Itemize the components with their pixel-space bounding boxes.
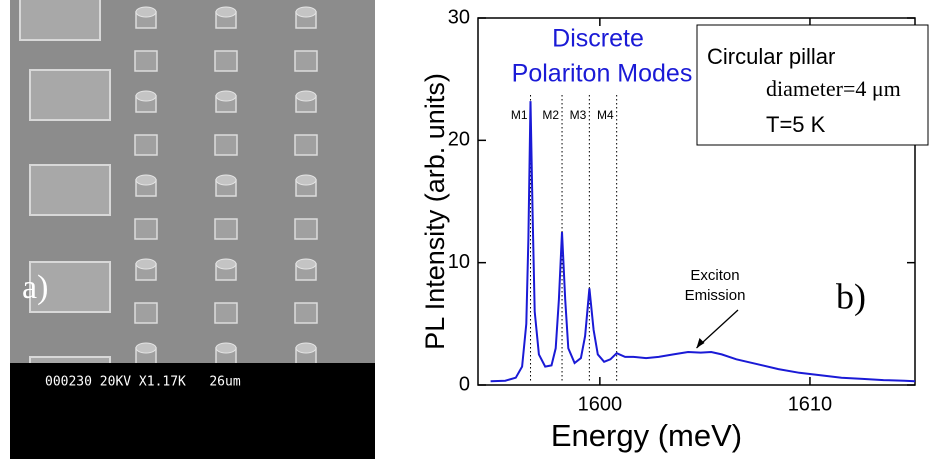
- small-pillar-top: [215, 258, 237, 270]
- panel-label: b): [836, 276, 866, 316]
- y-axis-label: PL Intensity (arb. units): [420, 73, 450, 350]
- small-pillar: [214, 134, 238, 156]
- small-pillar: [294, 134, 318, 156]
- spectrum-line: [490, 101, 916, 383]
- annotation-arrow: [696, 309, 739, 349]
- small-pillar: [294, 302, 318, 324]
- small-pillar-top: [135, 6, 157, 18]
- small-pillar: [294, 218, 318, 240]
- small-pillar-top: [295, 174, 317, 186]
- mode-label: M2: [542, 108, 559, 122]
- small-pillar-top: [135, 342, 157, 354]
- small-pillar-top: [135, 90, 157, 102]
- plot-frame: [477, 17, 916, 386]
- info-text: diameter=4 μm: [766, 76, 901, 101]
- small-pillar-top: [295, 90, 317, 102]
- large-pillar: [29, 164, 111, 216]
- y-tick-label: 20: [448, 129, 470, 151]
- sem-info-bar: [10, 363, 375, 459]
- small-pillar-top: [215, 174, 237, 186]
- mode-label: M3: [570, 108, 587, 122]
- small-pillar: [134, 50, 158, 72]
- chart-title: Polariton Modes: [512, 60, 693, 88]
- large-pillar: [29, 69, 111, 121]
- annotation-arrowhead: [696, 337, 705, 348]
- info-text: Circular pillar: [707, 44, 835, 69]
- y-tick-label: 10: [448, 251, 470, 273]
- small-pillar: [294, 50, 318, 72]
- small-pillar: [134, 218, 158, 240]
- y-tick-label: 30: [448, 6, 470, 28]
- mode-label: M4: [597, 108, 614, 122]
- annotation-text: Exciton: [690, 267, 739, 284]
- small-pillar-top: [215, 342, 237, 354]
- annotation-text: Emission: [685, 287, 746, 304]
- small-pillar: [214, 302, 238, 324]
- x-axis-label: Energy (meV): [551, 418, 742, 453]
- large-pillar: [19, 0, 101, 41]
- info-box: [696, 24, 929, 146]
- small-pillar-top: [135, 174, 157, 186]
- x-tick-label: 1610: [788, 393, 833, 415]
- small-pillar-top: [215, 6, 237, 18]
- small-pillar: [214, 50, 238, 72]
- large-pillar: [29, 261, 111, 313]
- x-tick-label: 1600: [578, 393, 623, 415]
- info-text: T=5 K: [766, 112, 826, 137]
- small-pillar-top: [135, 258, 157, 270]
- panel-label: a): [22, 269, 48, 306]
- small-pillar: [134, 134, 158, 156]
- small-pillar: [134, 302, 158, 324]
- small-pillar: [214, 218, 238, 240]
- sem-caption: 000230 20KV X1.17K 26um: [45, 375, 241, 390]
- small-pillar-top: [295, 6, 317, 18]
- small-pillar-top: [215, 90, 237, 102]
- small-pillar-top: [295, 342, 317, 354]
- mode-label: M1: [511, 108, 528, 122]
- y-tick-label: 0: [459, 373, 470, 395]
- small-pillar-top: [295, 258, 317, 270]
- chart-title: Discrete: [552, 25, 644, 53]
